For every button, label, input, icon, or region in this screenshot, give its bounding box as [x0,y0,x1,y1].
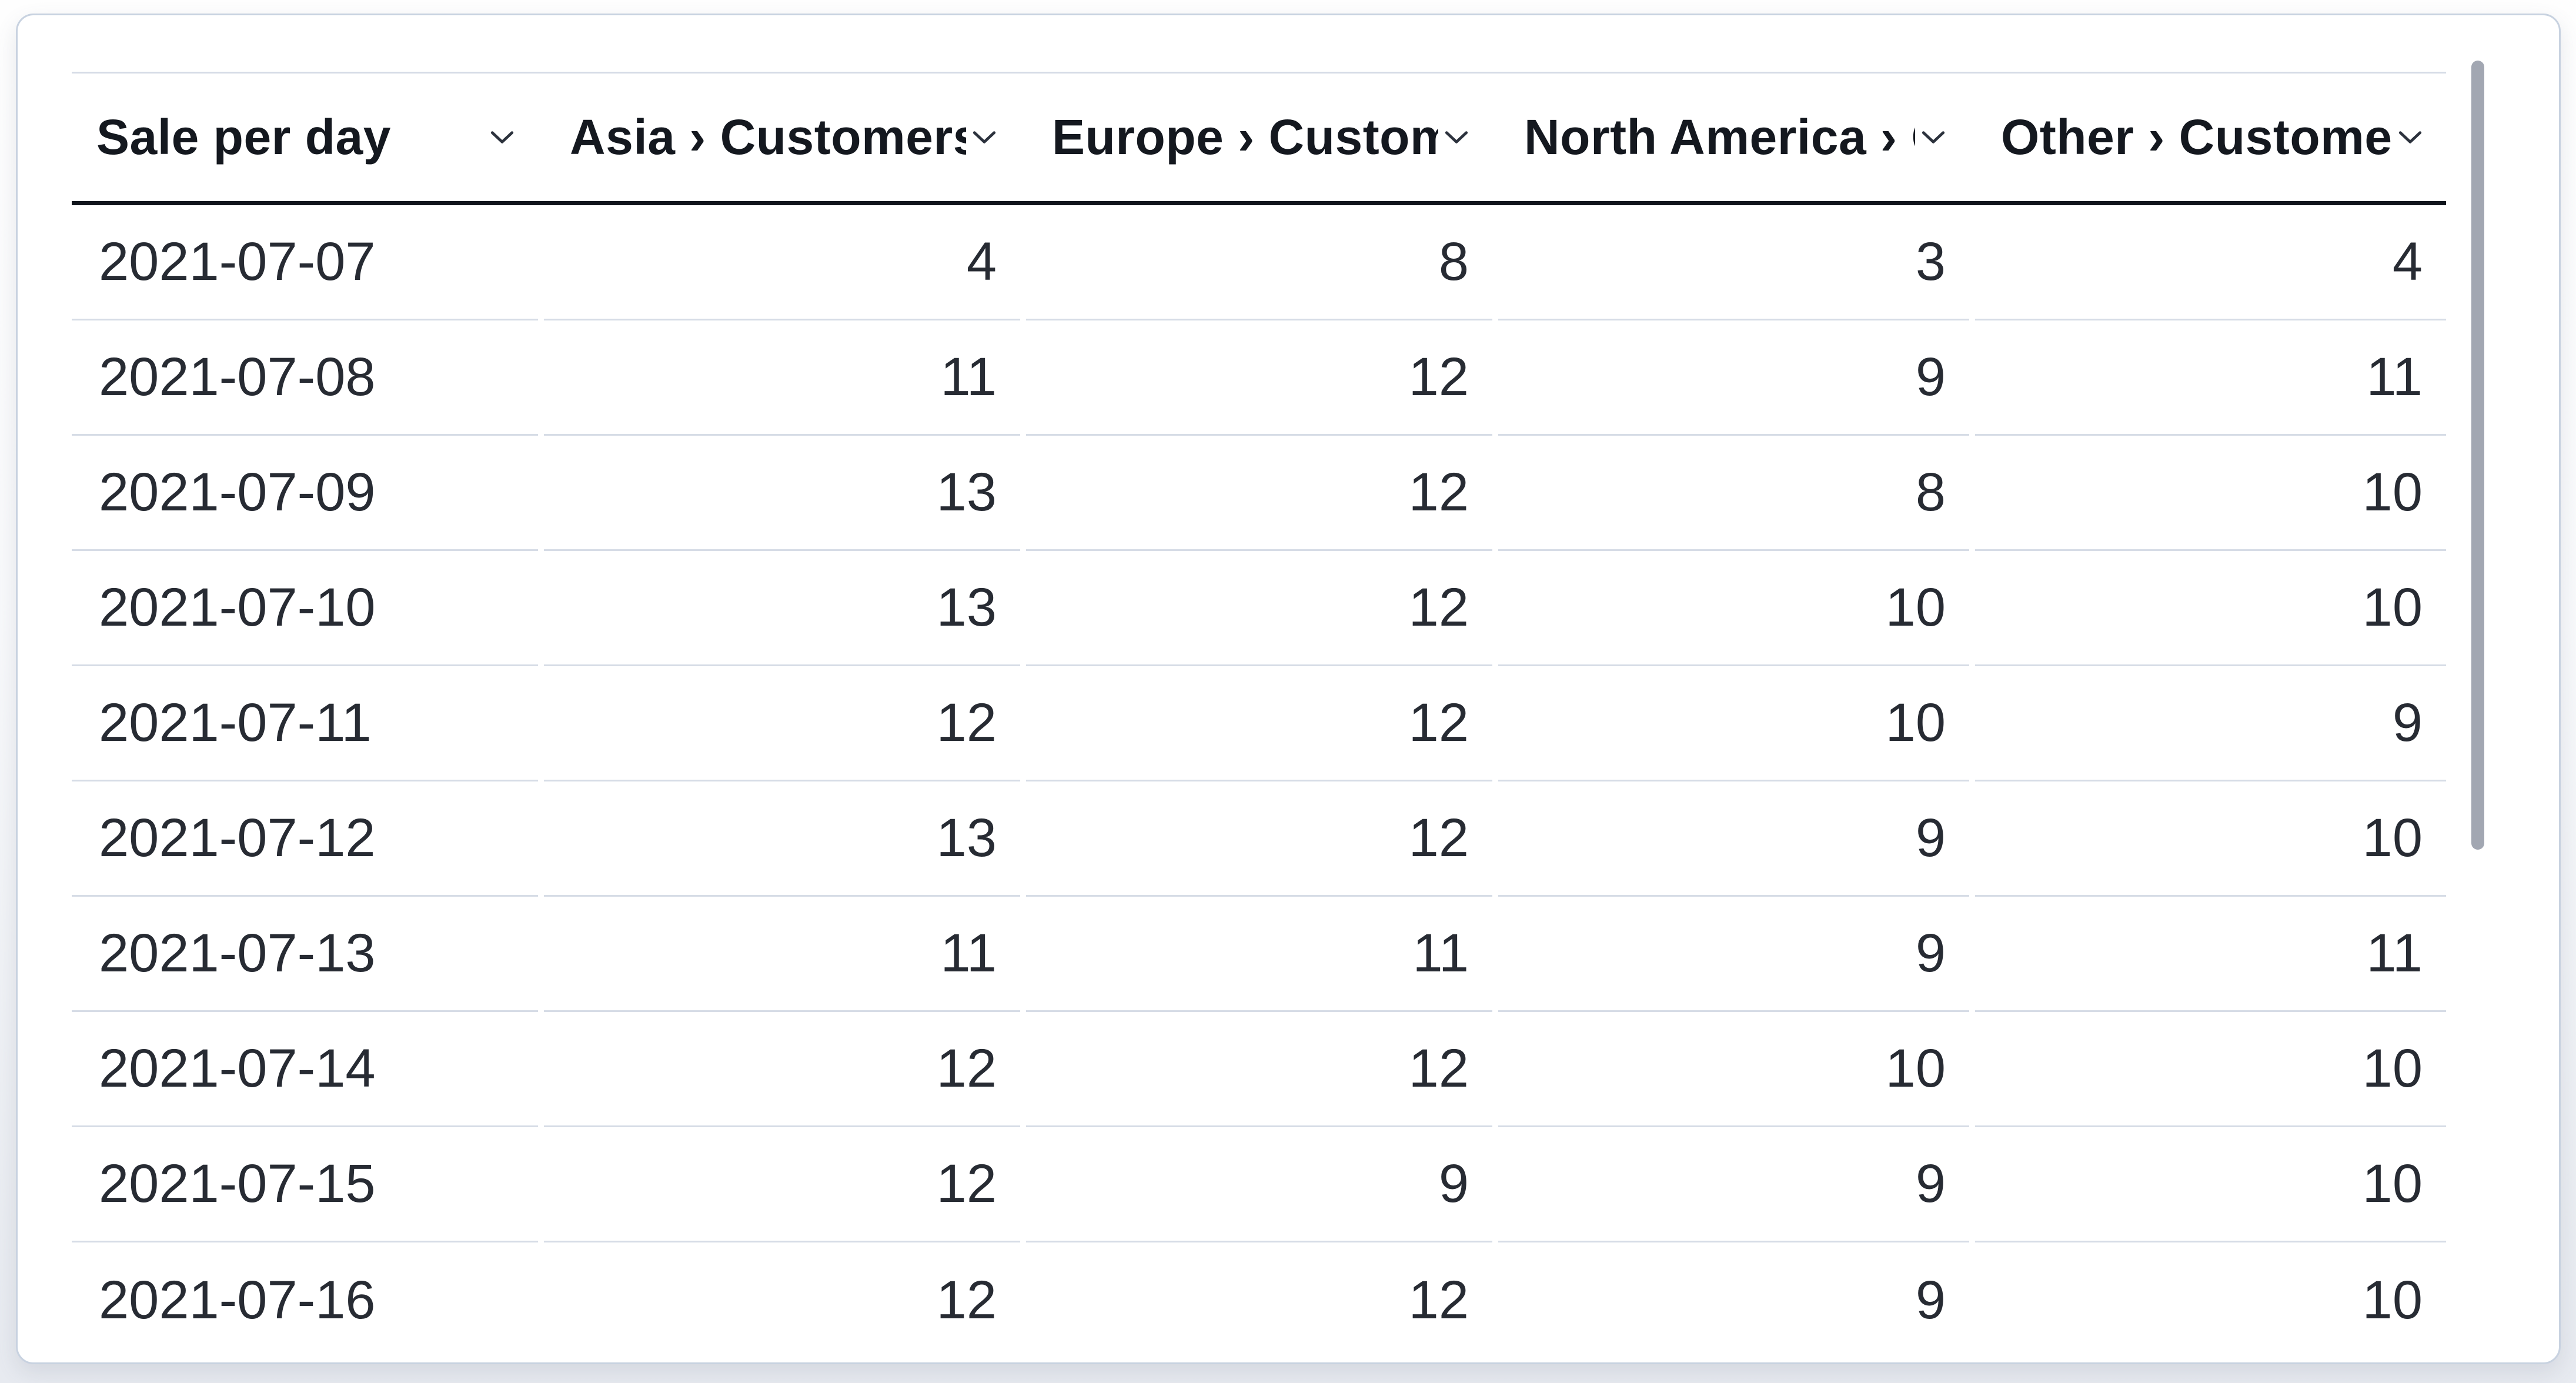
value-cell: 12 [1026,320,1492,436]
value-cell: 10 [1498,551,1969,666]
value-cell: 10 [1975,551,2446,666]
value-cell: 8 [1498,436,1969,551]
column-header-north-america-customers[interactable]: North America › Customers [1498,74,1969,201]
value-cell: 11 [1975,320,2446,436]
value-cell: 12 [1026,781,1492,897]
value-cell: 9 [1498,320,1969,436]
chevron-down-icon [490,131,514,143]
date-cell: 2021-07-07 [72,205,538,320]
value-cell: 9 [1498,1127,1969,1242]
chevron-down-icon [1445,131,1468,143]
value-cell: 9 [1026,1127,1492,1242]
column-header-label: Europe › Customers [1052,109,1438,165]
date-cell: 2021-07-12 [72,781,538,897]
value-cell: 3 [1498,205,1969,320]
chevron-down-icon [2398,131,2422,143]
table-row: 2021-07-14 12 12 10 10 [72,1012,2446,1127]
column-header-asia-customers[interactable]: Asia › Customers [544,74,1020,201]
date-cell: 2021-07-11 [72,666,538,781]
value-cell: 10 [1975,781,2446,897]
column-header-label: Other › Customers [2001,109,2392,165]
value-cell: 8 [1026,205,1492,320]
value-cell: 9 [1915,1270,1946,1330]
value-cell: 10 [1498,666,1969,781]
vertical-scrollbar-thumb[interactable] [2471,61,2484,850]
value-cell: 9 [1975,666,2446,781]
value-cell: 9 [1498,897,1969,1012]
date-cell: 2021-07-10 [72,551,538,666]
value-cell: 12 [1408,1270,1469,1330]
sales-per-day-table: Sale per day Asia › Customers Europe › Cus… [72,72,2446,1358]
value-cell: 10 [1498,1012,1969,1127]
value-cell: 12 [1026,1012,1492,1127]
value-cell: 13 [544,551,1020,666]
value-cell: 11 [544,897,1020,1012]
value-cell: 4 [544,205,1020,320]
column-header-label: North America › Customers [1524,109,1915,165]
value-cell: 10 [1975,1012,2446,1127]
table-row: 2021-07-11 12 12 10 9 [72,666,2446,781]
table-row: 2021-07-10 13 12 10 10 [72,551,2446,666]
table-row: 2021-07-13 11 11 9 11 [72,897,2446,1012]
chevron-down-icon [973,131,996,143]
value-cell: 12 [936,1270,997,1330]
table-row: 2021-07-09 13 12 8 10 [72,436,2446,551]
value-cell: 11 [544,320,1020,436]
value-cell: 10 [1975,1127,2446,1242]
table-header-row: Sale per day Asia › Customers Europe › Cus… [72,72,2446,205]
table-body: 2021-07-07 4 8 3 4 2021-07-08 11 12 9 11 2021-07-0… [72,205,2446,1358]
value-cell: 12 [544,1127,1020,1242]
date-cell: 2021-07-14 [72,1012,538,1127]
value-cell: 10 [1975,436,2446,551]
column-header-label: Sale per day [96,109,391,165]
value-cell: 12 [1026,551,1492,666]
value-cell: 9 [1498,781,1969,897]
value-cell: 4 [1975,205,2446,320]
date-cell: 2021-07-08 [72,320,538,436]
column-header-sale-per-day[interactable]: Sale per day [72,74,538,201]
date-cell: 2021-07-13 [72,897,538,1012]
value-cell: 12 [1026,436,1492,551]
value-cell: 11 [1975,897,2446,1012]
value-cell: 11 [1026,897,1492,1012]
value-cell: 13 [544,781,1020,897]
table-row: 2021-07-12 13 12 9 10 [72,781,2446,897]
value-cell: 12 [544,666,1020,781]
column-header-europe-customers[interactable]: Europe › Customers [1026,74,1492,201]
table-row: 2021-07-07 4 8 3 4 [72,205,2446,320]
date-cell: 2021-07-16 [99,1270,376,1330]
value-cell: 13 [544,436,1020,551]
sales-table-card: Sale per day Asia › Customers Europe › Cus… [16,14,2561,1364]
table-row: 2021-07-08 11 12 9 11 [72,320,2446,436]
value-cell: 10 [2362,1270,2423,1330]
date-cell: 2021-07-15 [72,1127,538,1242]
value-cell: 12 [544,1012,1020,1127]
table-row: 2021-07-15 12 9 9 10 [72,1127,2446,1242]
chevron-down-icon [1922,131,1945,143]
column-header-other-customers[interactable]: Other › Customers [1975,74,2446,201]
column-header-label: Asia › Customers [570,109,966,165]
table-row: 2021-07-16 12 12 9 10 [72,1242,2446,1358]
value-cell: 12 [1026,666,1492,781]
date-cell: 2021-07-09 [72,436,538,551]
